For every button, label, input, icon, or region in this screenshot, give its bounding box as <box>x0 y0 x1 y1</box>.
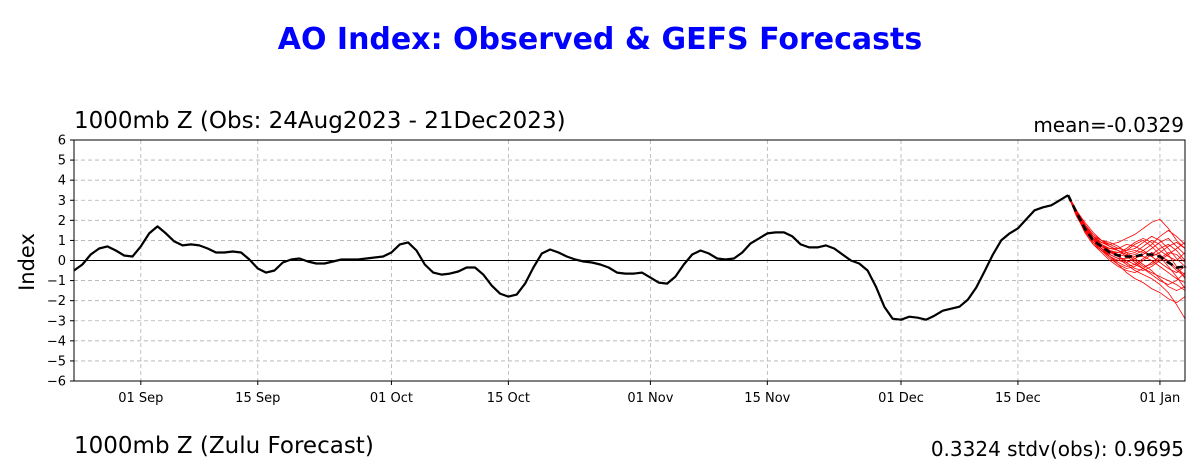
next-panel-stats: 0.3324 stdv(obs): 0.9695 <box>930 437 1184 461</box>
next-panel-title: 1000mb Z (Zulu Forecast) <box>74 433 374 459</box>
ensemble-member-line <box>1067 195 1186 271</box>
x-tick-label: 15 Dec <box>995 391 1041 406</box>
ensemble-member-line <box>1067 195 1186 285</box>
x-tick-label: 01 Jan <box>1140 391 1181 406</box>
y-tick-label: −1 <box>47 274 66 289</box>
y-tick-label: 2 <box>58 214 66 229</box>
y-tick-label: −3 <box>47 314 66 329</box>
grid-layer <box>74 140 1185 381</box>
x-tick-label: 01 Dec <box>878 391 924 406</box>
ensemble-member-line <box>1067 195 1186 304</box>
y-axis-label: Index <box>15 233 39 291</box>
y-tick-label: 4 <box>58 174 66 189</box>
x-tick-label: 01 Oct <box>370 391 413 406</box>
ensemble-member-line <box>1067 195 1186 286</box>
main-title: AO Index: Observed & GEFS Forecasts <box>277 22 923 57</box>
ensemble-member-line <box>1067 195 1186 289</box>
x-tick-label: 15 Oct <box>487 391 530 406</box>
plot-frame <box>73 139 1186 382</box>
ensemble-member-line <box>1067 195 1186 323</box>
x-tick-label: 15 Nov <box>744 391 790 406</box>
y-tick-label: 5 <box>58 154 66 169</box>
axes-layer: −6 −5 −4 −3 −2 −1 0 1 2 3 4 5 6 01 Sep 15 Sep 01 Oct 15 … <box>47 134 1186 406</box>
y-tick-label: −4 <box>47 334 66 349</box>
observed-line <box>73 194 1069 321</box>
y-tick-label: 0 <box>58 254 66 269</box>
ensemble-member-line <box>1067 195 1186 281</box>
y-tick-label: 3 <box>58 194 66 209</box>
panel-title: 1000mb Z (Obs: 24Aug2023 - 21Dec2023) <box>74 108 566 134</box>
y-tick-label: −2 <box>47 294 66 309</box>
y-tick-label: 1 <box>58 234 66 249</box>
ensemble-member-line <box>1067 195 1186 292</box>
mean-annotation: mean=-0.0329 <box>1033 113 1184 137</box>
x-tick-label: 01 Sep <box>118 391 163 406</box>
observed-layer <box>73 194 1187 321</box>
x-tick-label: 15 Sep <box>235 391 280 406</box>
y-tick-label: −5 <box>47 354 66 369</box>
ensemble-mean-line <box>1066 194 1187 269</box>
members-layer <box>1067 195 1186 323</box>
ensemble-member-line <box>1067 195 1186 289</box>
chart-svg: −6 −5 −4 −3 −2 −1 0 1 2 3 4 5 6 01 Sep 15 Sep 01 Oct 15 … <box>15 134 1187 406</box>
x-tick-label: 01 Nov <box>627 391 673 406</box>
y-tick-label: 6 <box>58 134 66 149</box>
y-tick-label: −6 <box>47 375 66 390</box>
